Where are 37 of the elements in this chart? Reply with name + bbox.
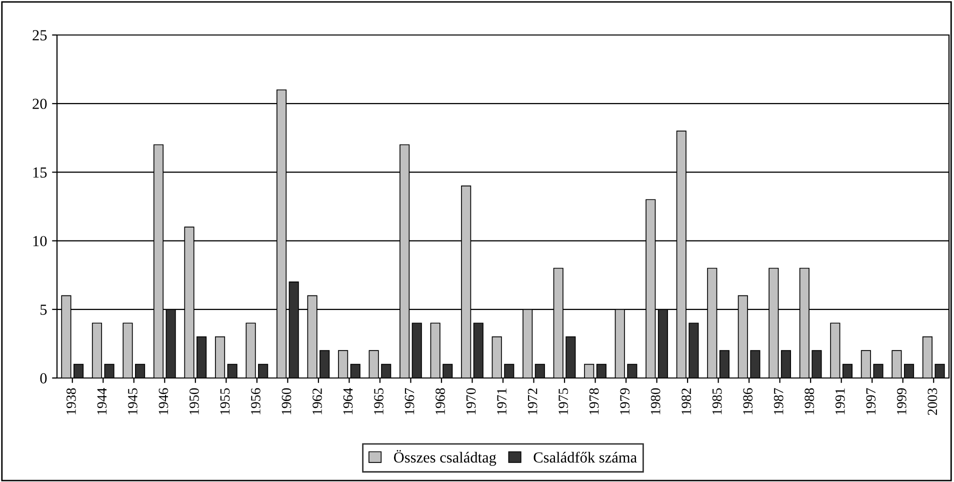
x-tick-label: 2003 (928, 388, 938, 415)
x-tick-label: 1962 (312, 388, 322, 414)
x-tick-label: 1986 (743, 388, 753, 414)
x-tick-label: 1955 (220, 388, 230, 414)
x-tick-label: 1967 (404, 388, 414, 414)
x-tick-label: 1975 (558, 388, 568, 414)
x-tick-label: 1945 (128, 388, 138, 414)
x-tick-label: 1985 (712, 388, 722, 414)
x-tick-label: 1971 (497, 388, 506, 414)
y-tick-label: 5 (40, 304, 47, 315)
x-tick-label: 1944 (97, 388, 107, 414)
y-tick-label: 25 (32, 30, 47, 40)
x-tick-label: 1980 (650, 388, 660, 414)
x-tick-label: 1978 (589, 388, 599, 414)
x-tick-label: 1991 (835, 388, 845, 414)
x-tick-label: 1950 (190, 388, 199, 414)
y-tick-label: 20 (32, 98, 47, 110)
x-tick-label: 1999 (897, 388, 906, 414)
x-tick-label: 1946 (158, 388, 168, 414)
y-tick-label: 0 (40, 373, 47, 384)
legend-label: Összes családtag (394, 450, 496, 466)
legend-label: Családfők száma (534, 452, 637, 463)
x-tick-label: 1979 (620, 388, 630, 414)
y-tick-label: 15 (33, 167, 47, 178)
x-tick-label: 1972 (528, 388, 538, 414)
x-tick-label: 1964 (343, 388, 353, 414)
x-tick-label: 1938 (66, 388, 76, 414)
x-tick-label: 1988 (804, 388, 814, 414)
x-tick-label: 1987 (774, 388, 784, 414)
y-tick-label: 10 (33, 236, 47, 246)
x-tick-label: 1968 (436, 388, 445, 414)
x-tick-label: 1970 (466, 388, 476, 414)
x-tick-label: 1997 (866, 388, 876, 414)
x-tick-label: 1982 (682, 388, 692, 414)
x-tick-label: 1965 (374, 388, 384, 414)
x-tick-label: 1960 (282, 388, 292, 414)
x-tick-label: 1956 (251, 388, 260, 414)
